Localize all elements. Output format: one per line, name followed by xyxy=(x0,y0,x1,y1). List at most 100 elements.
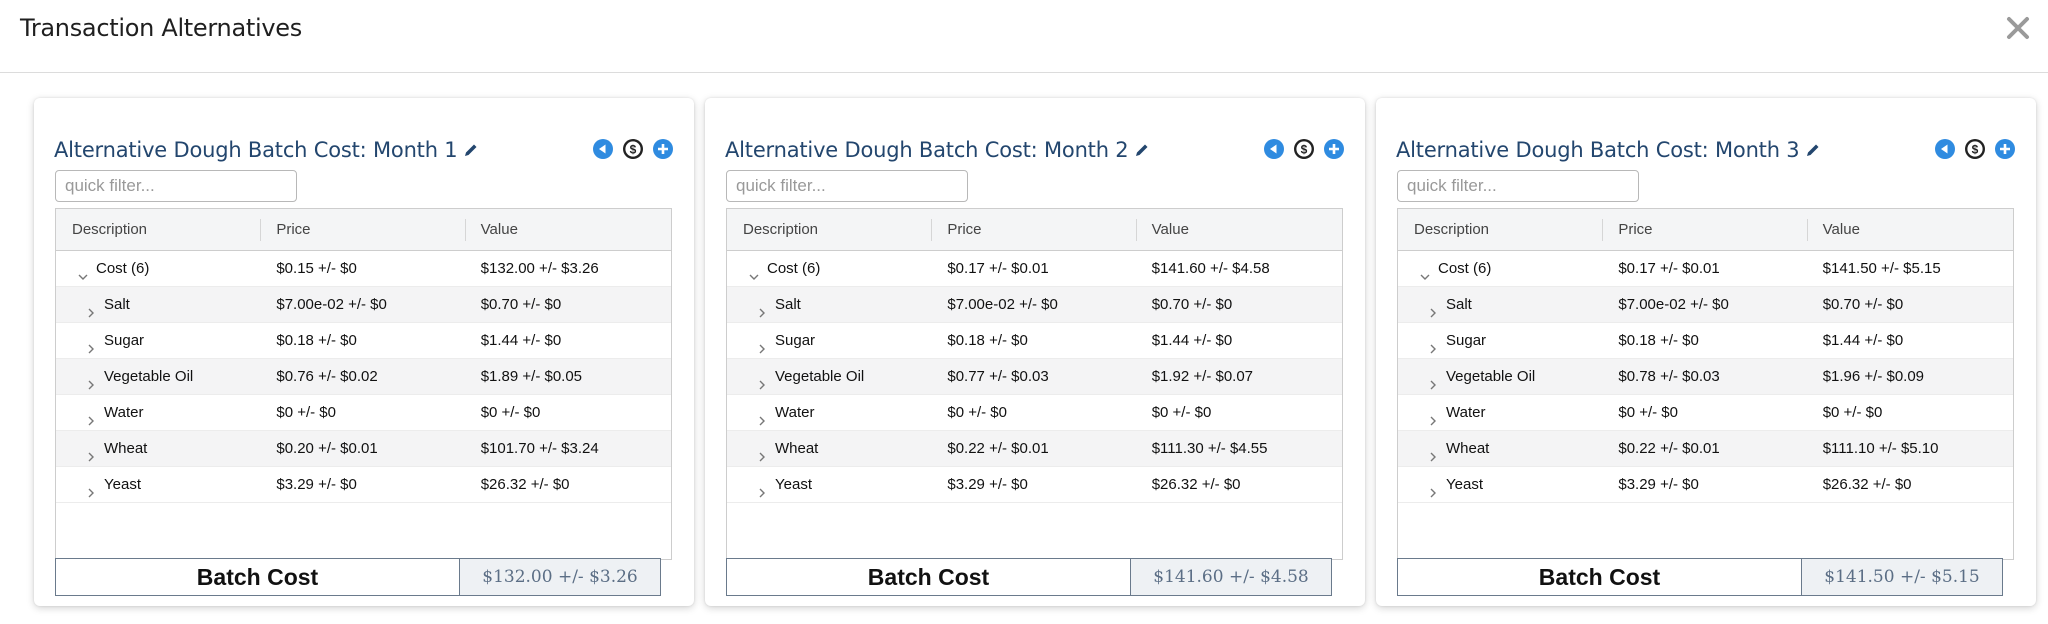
column-header-description[interactable]: Description xyxy=(1414,221,1490,238)
batch-cost-bar: Batch Cost $141.60 +/- $4.58 xyxy=(726,558,1332,596)
table-row[interactable]: Cost (6) $0.17 +/- $0.01 $141.60 +/- $4.… xyxy=(727,251,1342,287)
grid-header: Description Price Value xyxy=(56,209,671,251)
add-icon[interactable] xyxy=(1323,138,1345,160)
table-row[interactable]: Yeast $3.29 +/- $0 $26.32 +/- $0 xyxy=(56,467,671,503)
edit-pencil-icon[interactable] xyxy=(463,139,479,163)
play-back-icon[interactable] xyxy=(1263,138,1285,160)
table-row[interactable]: Wheat $0.22 +/- $0.01 $111.10 +/- $5.10 xyxy=(1398,431,2013,467)
column-header-description[interactable]: Description xyxy=(743,221,819,238)
row-label: Salt xyxy=(104,295,130,313)
batch-cost-label: Batch Cost xyxy=(55,558,460,596)
dollar-icon[interactable]: $ xyxy=(1964,138,1986,160)
column-header-price[interactable]: Price xyxy=(931,209,1135,250)
row-price: $0.18 +/- $0 xyxy=(1618,331,1699,349)
alternative-card: Alternative Dough Batch Cost: Month 3 $ … xyxy=(1376,98,2036,606)
play-back-icon[interactable] xyxy=(1934,138,1956,160)
table-row[interactable]: Water $0 +/- $0 $0 +/- $0 xyxy=(727,395,1342,431)
chevron-right-icon[interactable] xyxy=(84,406,98,425)
row-price: $0.17 +/- $0.01 xyxy=(1618,259,1720,277)
table-row[interactable]: Cost (6) $0.17 +/- $0.01 $141.50 +/- $5.… xyxy=(1398,251,2013,287)
table-row[interactable]: Vegetable Oil $0.78 +/- $0.03 $1.96 +/- … xyxy=(1398,359,2013,395)
row-price: $0.78 +/- $0.03 xyxy=(1618,367,1720,385)
chevron-right-icon[interactable] xyxy=(84,370,98,389)
table-row[interactable]: Sugar $0.18 +/- $0 $1.44 +/- $0 xyxy=(727,323,1342,359)
column-header-price[interactable]: Price xyxy=(260,209,464,250)
quick-filter-input[interactable] xyxy=(726,170,968,202)
edit-pencil-icon[interactable] xyxy=(1805,139,1821,163)
row-description: Vegetable Oil xyxy=(56,359,260,395)
quick-filter-input[interactable] xyxy=(55,170,297,202)
chevron-right-icon[interactable] xyxy=(84,334,98,353)
column-header-price[interactable]: Price xyxy=(1602,209,1806,250)
chevron-right-icon[interactable] xyxy=(1426,478,1440,497)
row-price: $0 +/- $0 xyxy=(1618,403,1678,421)
table-row[interactable]: Vegetable Oil $0.76 +/- $0.02 $1.89 +/- … xyxy=(56,359,671,395)
chevron-right-icon[interactable] xyxy=(1426,406,1440,425)
row-description: Wheat xyxy=(1398,431,1602,467)
play-back-icon[interactable] xyxy=(592,138,614,160)
chevron-down-icon[interactable] xyxy=(76,262,90,280)
table-row[interactable]: Wheat $0.22 +/- $0.01 $111.30 +/- $4.55 xyxy=(727,431,1342,467)
table-row[interactable]: Cost (6) $0.15 +/- $0 $132.00 +/- $3.26 xyxy=(56,251,671,287)
data-grid: Description Price Value Cost (6) $0.17 +… xyxy=(726,208,1343,560)
chevron-right-icon[interactable] xyxy=(1426,334,1440,353)
table-row[interactable]: Salt $7.00e-02 +/- $0 $0.70 +/- $0 xyxy=(727,287,1342,323)
row-label: Yeast xyxy=(775,475,812,493)
row-description: Salt xyxy=(1398,287,1602,323)
row-value: $101.70 +/- $3.24 xyxy=(480,439,599,457)
add-icon[interactable] xyxy=(1994,138,2016,160)
column-header-value[interactable]: Value xyxy=(1135,209,1342,250)
row-price: $3.29 +/- $0 xyxy=(1618,475,1699,493)
chevron-down-icon[interactable] xyxy=(747,262,761,280)
chevron-right-icon[interactable] xyxy=(755,370,769,389)
table-row[interactable]: Sugar $0.18 +/- $0 $1.44 +/- $0 xyxy=(1398,323,2013,359)
table-row[interactable]: Water $0 +/- $0 $0 +/- $0 xyxy=(56,395,671,431)
row-price: $0 +/- $0 xyxy=(276,403,336,421)
table-row[interactable]: Vegetable Oil $0.77 +/- $0.03 $1.92 +/- … xyxy=(727,359,1342,395)
row-description: Water xyxy=(56,395,260,431)
row-label: Yeast xyxy=(104,475,141,493)
chevron-right-icon[interactable] xyxy=(755,406,769,425)
chevron-right-icon[interactable] xyxy=(84,442,98,461)
table-row[interactable]: Sugar $0.18 +/- $0 $1.44 +/- $0 xyxy=(56,323,671,359)
batch-cost-value: $141.60 +/- $4.58 xyxy=(1131,558,1332,596)
card-title-text: Alternative Dough Batch Cost: Month 1 xyxy=(54,138,458,162)
add-icon[interactable] xyxy=(652,138,674,160)
chevron-right-icon[interactable] xyxy=(1426,370,1440,389)
row-price: $0.22 +/- $0.01 xyxy=(1618,439,1720,457)
row-description: Yeast xyxy=(56,467,260,503)
batch-cost-label: Batch Cost xyxy=(726,558,1131,596)
row-price: $0.17 +/- $0.01 xyxy=(947,259,1049,277)
table-row[interactable]: Wheat $0.20 +/- $0.01 $101.70 +/- $3.24 xyxy=(56,431,671,467)
table-row[interactable]: Water $0 +/- $0 $0 +/- $0 xyxy=(1398,395,2013,431)
chevron-right-icon[interactable] xyxy=(1426,298,1440,317)
chevron-right-icon[interactable] xyxy=(1426,442,1440,461)
chevron-right-icon[interactable] xyxy=(84,478,98,497)
row-price: $7.00e-02 +/- $0 xyxy=(276,295,387,313)
chevron-down-icon[interactable] xyxy=(1418,262,1432,280)
chevron-right-icon[interactable] xyxy=(755,478,769,497)
row-price: $3.29 +/- $0 xyxy=(947,475,1028,493)
chevron-right-icon[interactable] xyxy=(84,298,98,317)
close-button[interactable] xyxy=(2004,14,2032,42)
row-price: $0.77 +/- $0.03 xyxy=(947,367,1049,385)
column-header-value[interactable]: Value xyxy=(1806,209,2013,250)
dollar-icon[interactable]: $ xyxy=(622,138,644,160)
row-description: Vegetable Oil xyxy=(727,359,931,395)
quick-filter-input[interactable] xyxy=(1397,170,1639,202)
table-row[interactable]: Yeast $3.29 +/- $0 $26.32 +/- $0 xyxy=(727,467,1342,503)
row-label: Cost (6) xyxy=(96,259,150,277)
table-row[interactable]: Yeast $3.29 +/- $0 $26.32 +/- $0 xyxy=(1398,467,2013,503)
table-row[interactable]: Salt $7.00e-02 +/- $0 $0.70 +/- $0 xyxy=(1398,287,2013,323)
column-header-description[interactable]: Description xyxy=(72,221,148,238)
row-value: $26.32 +/- $0 xyxy=(1822,475,1912,493)
modal-header: Transaction Alternatives xyxy=(0,0,2048,73)
column-header-value[interactable]: Value xyxy=(464,209,671,250)
chevron-right-icon[interactable] xyxy=(755,334,769,353)
table-row[interactable]: Salt $7.00e-02 +/- $0 $0.70 +/- $0 xyxy=(56,287,671,323)
dollar-icon[interactable]: $ xyxy=(1293,138,1315,160)
chevron-right-icon[interactable] xyxy=(755,442,769,461)
chevron-right-icon[interactable] xyxy=(755,298,769,317)
edit-pencil-icon[interactable] xyxy=(1134,139,1150,163)
card-title: Alternative Dough Batch Cost: Month 3 xyxy=(1396,138,1821,163)
